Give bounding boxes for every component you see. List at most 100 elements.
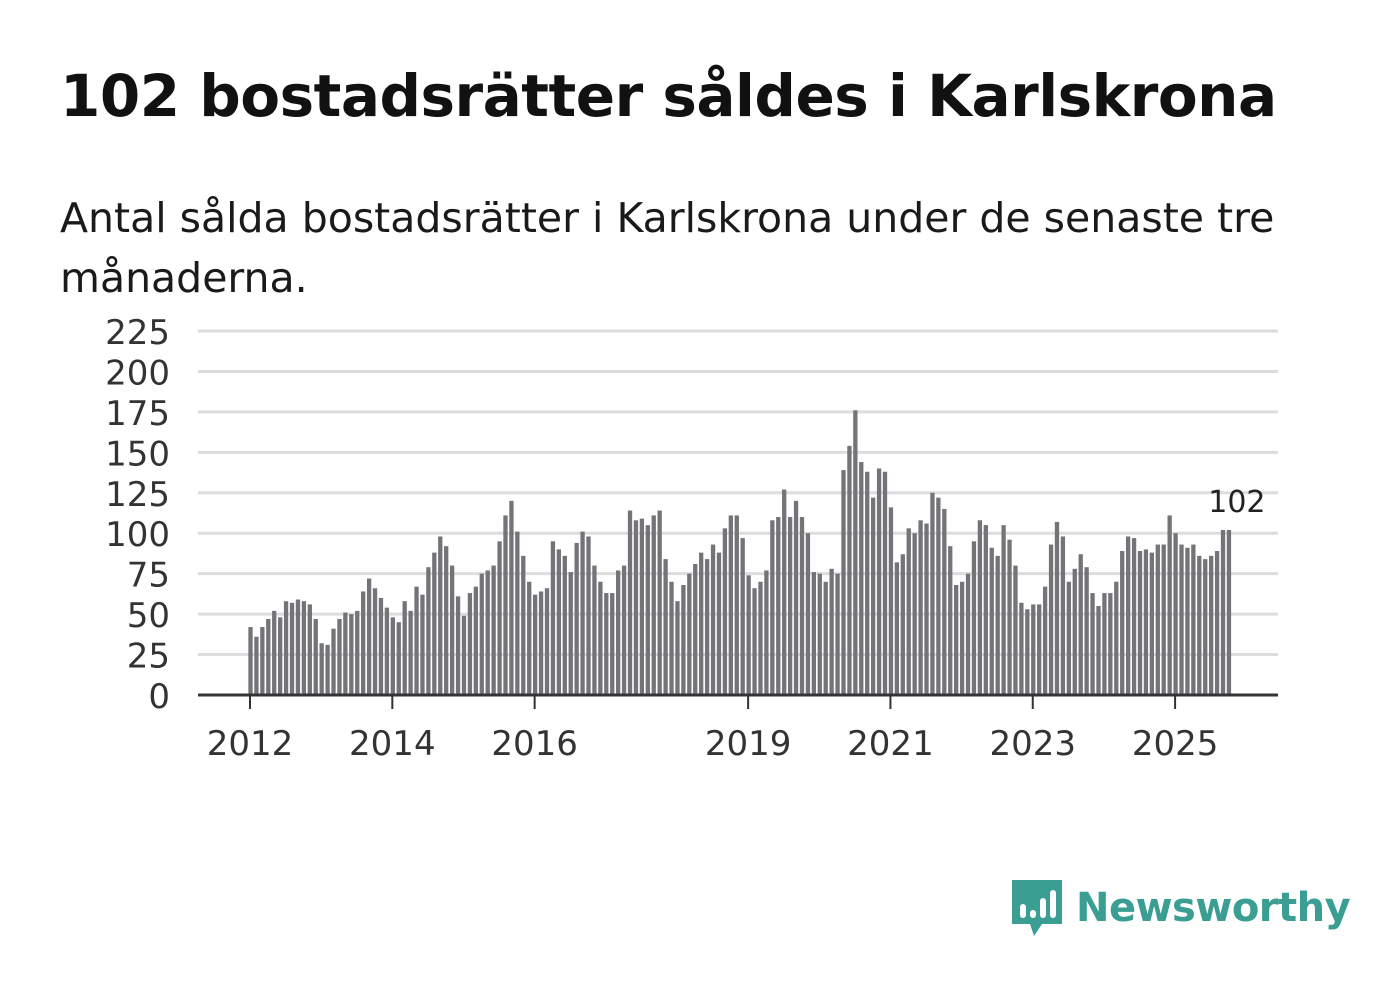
bars [248,410,1232,695]
bar-98 [829,568,834,695]
bar-122 [971,541,977,695]
bar-116 [936,497,941,695]
bar-61 [610,593,615,695]
bar-69 [657,510,662,695]
newsworthy-logo: Newsworthy [1010,878,1351,938]
bar-32 [438,536,443,695]
bar-7 [289,602,295,695]
bar-88 [770,520,775,695]
bar-62 [616,570,621,695]
y-tick-label-225: 225 [105,313,170,353]
bar-92 [793,500,799,695]
bar-135 [1048,544,1054,695]
bar-13 [325,644,330,695]
data-labels: 102 [1208,485,1265,520]
bar-124 [983,525,988,695]
bar-160 [1197,555,1202,695]
y-tick-label-150: 150 [105,434,170,474]
bar-6 [283,601,289,695]
bar-54 [568,572,573,695]
bar-58 [592,565,597,695]
bar-49 [538,591,544,695]
bar-22 [378,597,384,695]
highlight-value-label: 102 [1208,485,1265,520]
bar-31 [432,552,437,695]
bar-140 [1078,554,1083,695]
x-tick-label-2014: 2014 [349,724,436,764]
bar-17 [349,614,354,695]
bar-123 [977,520,983,695]
brand-name: Newsworthy [1076,885,1351,931]
bar-143 [1096,606,1101,695]
bar-147 [1120,551,1125,695]
bar-107 [882,471,888,695]
bar-138 [1066,581,1071,695]
bar-79 [716,552,722,695]
bar-96 [817,573,822,695]
bar-12 [319,643,324,695]
bar-37 [467,593,473,695]
bar-108 [888,507,894,695]
bar-130 [1019,602,1024,695]
y-tick-label-175: 175 [105,394,170,434]
bar-142 [1090,593,1095,695]
bar-141 [1084,567,1089,695]
bar-2 [260,627,265,695]
bar-16 [343,612,348,695]
bar-118 [948,546,953,695]
bar-93 [799,517,805,695]
bar-131 [1025,609,1030,695]
bar-161 [1203,559,1208,695]
bar-66 [639,518,645,695]
x-axis-ticks: 2012 2014 2016 2019 2021 2023 2025 [207,695,1218,764]
bar-27 [408,610,413,695]
bar-24 [390,617,395,695]
bar-115 [930,492,935,695]
bar-25 [396,622,401,695]
bar-55 [574,542,579,695]
bar-11 [313,618,318,695]
bar-102 [853,410,858,695]
bar-125 [989,547,994,695]
bar-91 [787,517,793,695]
bar-156 [1173,533,1178,695]
bar-34 [449,565,455,695]
bar-151 [1143,549,1149,695]
chart-subtitle: Antal sålda bostadsrätter i Karlskrona u… [60,194,1275,302]
bar-148 [1125,536,1131,695]
bar-165 [1226,529,1232,695]
bar-46 [521,555,526,695]
bar-95 [811,572,816,695]
bar-29 [420,594,425,695]
bar-82 [734,515,739,695]
bar-128 [1007,539,1012,695]
bar-72 [675,601,680,695]
bar-99 [835,573,840,695]
bar-38 [473,586,478,695]
bar-85 [752,588,757,695]
bar-14 [331,628,336,695]
bar-152 [1149,552,1155,695]
bar-153 [1155,544,1160,695]
y-tick-label-25: 25 [127,637,170,677]
bar-63 [621,565,627,695]
bar-81 [728,515,733,695]
bar-146 [1114,581,1119,695]
bar-42 [497,541,502,695]
x-tick-label-2019: 2019 [705,724,792,764]
bar-4 [272,610,277,695]
bar-112 [912,533,917,695]
bar-9 [301,601,307,695]
bar-114 [924,523,929,695]
bar-74 [687,573,692,695]
bar-157 [1179,544,1184,695]
bar-87 [764,570,769,695]
bar-45 [515,531,520,695]
bar-52 [556,549,562,695]
bar-104 [865,471,870,695]
y-tick-label-0: 0 [148,677,170,717]
bar-84 [746,575,751,695]
x-tick-label-2012: 2012 [207,724,294,764]
bar-110 [900,554,905,695]
bar-53 [562,555,567,695]
